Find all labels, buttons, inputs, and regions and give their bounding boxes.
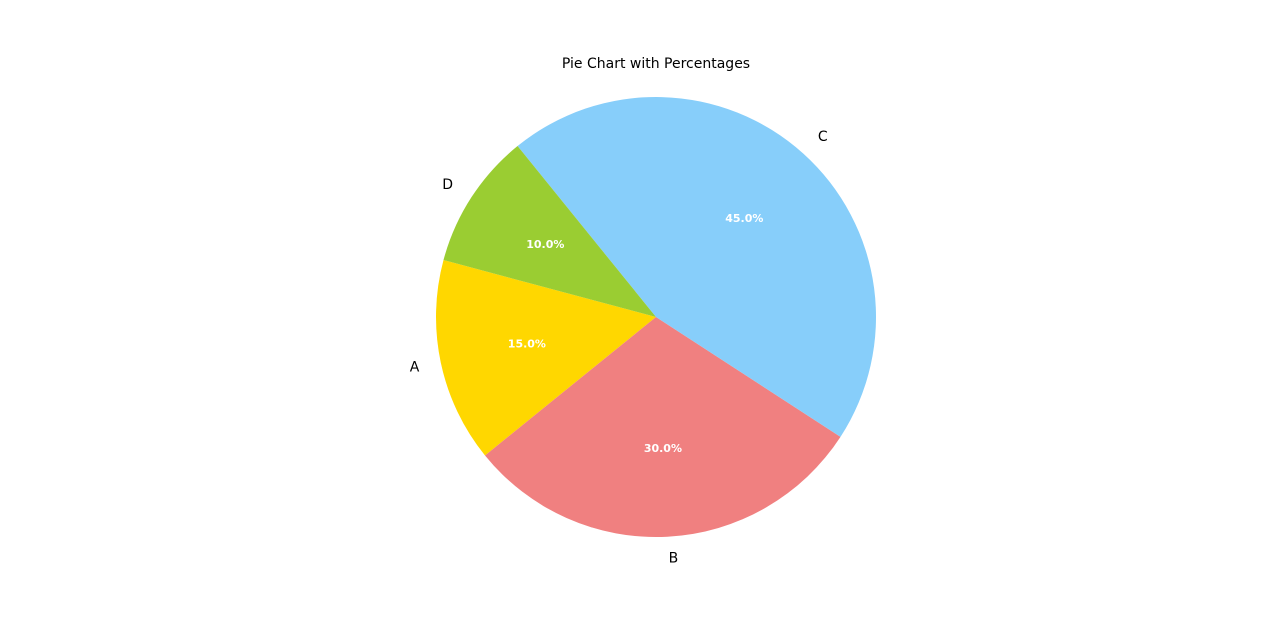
pie-slice-b: [485, 317, 841, 537]
slice-label-d: D: [442, 177, 453, 193]
pie-slice-a: [435, 260, 656, 456]
pie-slice-c: [517, 97, 876, 437]
percent-label-b: 30.0%: [644, 442, 682, 455]
percent-label-d: 10.0%: [526, 238, 564, 251]
percent-label-c: 45.0%: [725, 212, 763, 225]
percent-label-a: 15.0%: [508, 337, 546, 350]
pie-slice-d: [443, 146, 656, 317]
pie-labels: A 15.0% B 30.0% C 45.0% D 10.0%: [410, 129, 828, 567]
pie-slices: [435, 97, 876, 537]
slice-label-c: C: [818, 129, 828, 145]
slice-label-b: B: [669, 551, 679, 567]
chart-title: Pie Chart with Percentages: [562, 56, 750, 72]
slice-label-a: A: [410, 359, 420, 375]
